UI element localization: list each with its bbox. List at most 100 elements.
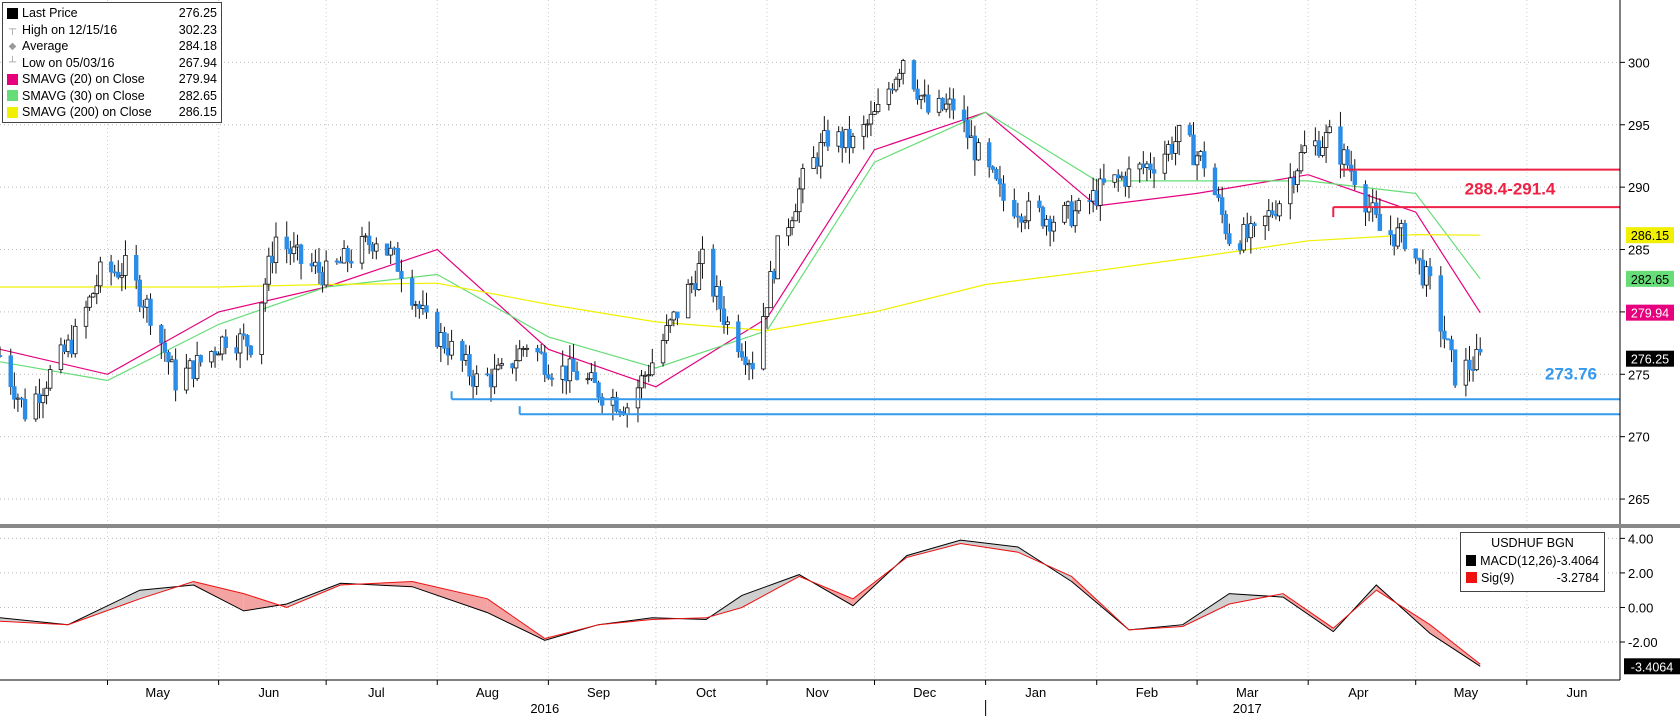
candle-body [1298,152,1304,172]
candle-body [1352,170,1357,185]
candle-body [442,332,447,349]
candle-body [800,168,806,190]
candle-body [721,308,727,325]
candle-body [1015,215,1021,218]
candle-body [617,411,623,413]
candle-body [664,325,669,341]
candle-body [564,365,569,382]
candle-body [1467,359,1472,370]
macd-fill [243,593,287,611]
legend-average: ◆ Average 284.18 [8,39,217,54]
candle-body [169,359,175,363]
candle-body [711,248,716,297]
candle-body [359,236,365,264]
candle-body [309,263,315,267]
candle-body [1187,124,1193,136]
candle-body [12,386,17,400]
candle-body [535,347,540,353]
candle-body [890,88,895,91]
candle-body [1022,220,1028,223]
candle-body [739,351,745,358]
price-legend: Last Price 276.25 ┬ High on 12/15/16 302.23… [2,2,222,123]
month-label: Dec [913,685,937,700]
year-label: 2016 [530,701,559,716]
candle-body [159,325,164,344]
legend-low: ┴ Low on 05/03/16 267.94 [8,55,217,70]
candle-body [1026,200,1031,222]
candle-body [1374,202,1379,215]
candle-body [589,372,594,380]
candle-body [818,142,823,167]
candle-body [424,305,429,313]
candle-body [223,336,228,348]
macd-flag-label: -3.4064 [1631,660,1673,674]
macd-fill [960,540,1018,553]
candle-body [1047,218,1053,232]
candle-body [1395,227,1400,247]
candle-body [349,261,354,264]
candle-body [8,355,13,388]
candle-body [915,88,920,100]
candle-body [1420,259,1426,286]
candle-body [1040,207,1046,227]
candle-body [69,339,74,355]
candle-body [1245,224,1250,239]
candle-body [868,113,874,125]
signal-line [0,542,1481,665]
candle-body [961,109,967,121]
candle-body [144,298,150,308]
candle-body [1399,223,1404,229]
candle-body [492,368,497,388]
candle-body [1248,223,1254,239]
candle-body [1166,144,1171,155]
candle-body [94,285,99,295]
candle-body [771,271,777,280]
candle-body [671,311,677,321]
candle-body [1388,230,1393,235]
candle-body [1141,163,1146,168]
price-tick-label: 270 [1628,430,1650,445]
candle-body [83,306,89,327]
candle-body [825,130,831,147]
candle-body [216,353,221,356]
candle-body [786,227,791,237]
candle-body [965,120,970,138]
candle-body [1438,275,1443,332]
candle-body [141,305,146,308]
candle-body [614,397,619,412]
candle-body [58,344,64,370]
candle-body [836,131,841,147]
candle-body [1202,151,1207,169]
candle-body [642,374,648,377]
candle-body [517,348,522,362]
candle-body [1320,147,1325,156]
legend-macd: MACD(12,26) -3.4064 [1466,552,1599,569]
month-label: Aug [476,685,499,700]
candle-body [685,283,691,319]
candle-body [843,128,849,149]
candle-body [212,351,218,356]
candle-body [513,360,519,369]
candle-body [847,128,852,149]
price-tick-label: 275 [1628,367,1650,382]
candle-body [173,359,178,391]
candle-body [1076,200,1082,212]
candle-body [234,347,239,354]
candle-body [1291,177,1297,186]
candle-body [599,396,605,406]
candle-body [546,374,551,379]
candle-body [1252,223,1257,227]
candle-body [1012,200,1017,217]
candle-body [646,374,651,377]
candle-body [194,355,200,380]
candle-body [87,296,92,308]
macd-tick-label: 0.00 [1628,600,1653,615]
candle-body [345,248,350,262]
candle-body [338,261,343,264]
candle-body [273,236,279,264]
candle-body [116,271,121,278]
candle-body [538,351,544,354]
candle-body [0,355,3,357]
candle-body [1094,190,1099,206]
candle-body [119,275,125,278]
